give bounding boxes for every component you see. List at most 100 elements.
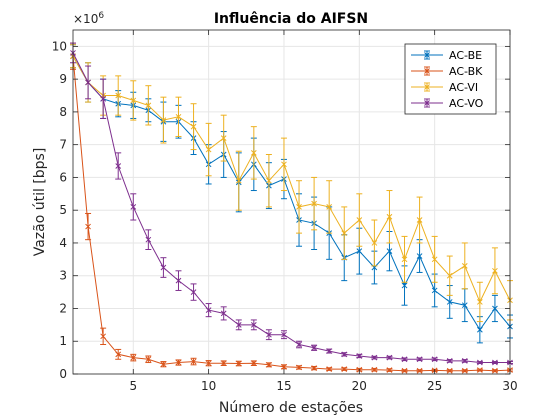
data-point (190, 358, 197, 365)
plot-frame (72, 29, 511, 375)
x-tick-label: 10 (201, 379, 216, 393)
legend-label: AC-BK (449, 65, 483, 78)
legend-marker (424, 52, 430, 58)
data-point (266, 177, 272, 184)
data-point (205, 307, 212, 313)
point-marker-stroke (160, 264, 167, 271)
chart-title: Influência do AIFSN (214, 11, 368, 27)
series-ac-vo (70, 42, 513, 366)
point-marker-stroke (401, 256, 408, 263)
data-point (100, 333, 106, 340)
point-marker-stroke (341, 351, 348, 358)
y-exponent-power: 6 (98, 11, 104, 21)
data-point (341, 366, 348, 372)
data-point (85, 223, 91, 230)
point-marker-stroke (266, 177, 272, 184)
point-marker-stroke (311, 365, 317, 371)
point-marker-stroke (205, 146, 212, 153)
point-marker-stroke (416, 253, 423, 259)
data-point (115, 92, 122, 99)
point-marker-stroke (492, 359, 498, 366)
point-marker-stroke (386, 367, 393, 373)
data-point (446, 272, 453, 279)
point-marker-stroke (401, 356, 408, 363)
point-marker-stroke (160, 361, 167, 368)
data-point (220, 135, 227, 141)
data-point (446, 358, 453, 364)
data-point (175, 359, 182, 366)
point-marker-stroke (416, 356, 423, 363)
point-marker-stroke (100, 333, 106, 340)
point-marker-stroke (416, 217, 423, 223)
point-marker-stroke (145, 356, 152, 363)
point-marker-stroke (85, 79, 91, 86)
data-point (477, 367, 483, 373)
y-axis-ticks: 0 1 2 3 4 5 6 7 8 9 10 (52, 39, 510, 381)
data-point (371, 354, 378, 361)
data-point (145, 356, 152, 363)
point-marker-stroke (281, 363, 287, 370)
data-point (431, 356, 438, 363)
data-point (492, 305, 498, 312)
point-marker-stroke (356, 217, 363, 223)
y-tick-label: 6 (59, 170, 67, 184)
legend-item: AC-BE (411, 49, 482, 62)
point-marker-stroke (386, 248, 393, 254)
data-point (416, 356, 423, 363)
data-point (416, 217, 423, 223)
point-marker-stroke (386, 213, 393, 220)
point-marker-stroke (190, 358, 197, 365)
point-marker-stroke (145, 102, 152, 109)
point-marker-stroke (461, 367, 468, 374)
data-point (461, 302, 468, 309)
data-point (160, 117, 167, 123)
data-point (446, 367, 453, 374)
data-point (401, 256, 408, 263)
data-point (220, 360, 227, 367)
data-point (235, 322, 242, 328)
legend-item: AC-BK (411, 65, 483, 78)
point-marker-stroke (401, 367, 408, 374)
series-line (72, 55, 511, 304)
data-point (85, 79, 91, 86)
x-tick-label: 30 (502, 379, 517, 393)
point-marker-stroke (356, 248, 363, 254)
y-tick-label: 10 (52, 39, 67, 53)
x-axis-ticks: 5 10 15 20 25 30 (129, 30, 518, 393)
data-point (446, 299, 453, 305)
point-marker-stroke (341, 366, 348, 372)
data-point (461, 263, 468, 269)
point-marker-stroke (205, 360, 212, 367)
point-marker-stroke (266, 361, 272, 368)
point-marker-stroke (130, 204, 137, 210)
data-point (250, 322, 257, 328)
data-point (326, 366, 333, 372)
series-line (72, 52, 510, 363)
y-tick-label: 9 (59, 72, 67, 86)
legend-item: AC-VO (411, 97, 484, 110)
data-point (461, 367, 468, 374)
point-marker-stroke (371, 240, 378, 246)
legend: AC-BE AC-BK AC-VI AC-VO (404, 43, 497, 115)
data-point (160, 264, 167, 271)
data-point (416, 253, 423, 259)
y-tick-label: 0 (59, 367, 67, 381)
data-point (386, 367, 393, 373)
point-marker-stroke (401, 282, 408, 289)
point-marker-stroke (115, 351, 122, 358)
data-point (356, 248, 363, 254)
legend-marker (424, 100, 430, 106)
point-marker-stroke (175, 359, 182, 366)
data-point (175, 113, 182, 120)
series-layer (70, 42, 513, 374)
point-marker-stroke (100, 95, 106, 102)
data-point (250, 150, 257, 156)
point-marker-stroke (266, 331, 272, 338)
point-marker-stroke (326, 204, 333, 210)
point-marker-stroke (477, 326, 483, 333)
point-marker-stroke (492, 367, 498, 374)
y-tick-label: 4 (59, 236, 67, 250)
point-marker-stroke (250, 150, 257, 156)
point-marker-stroke (296, 204, 302, 210)
